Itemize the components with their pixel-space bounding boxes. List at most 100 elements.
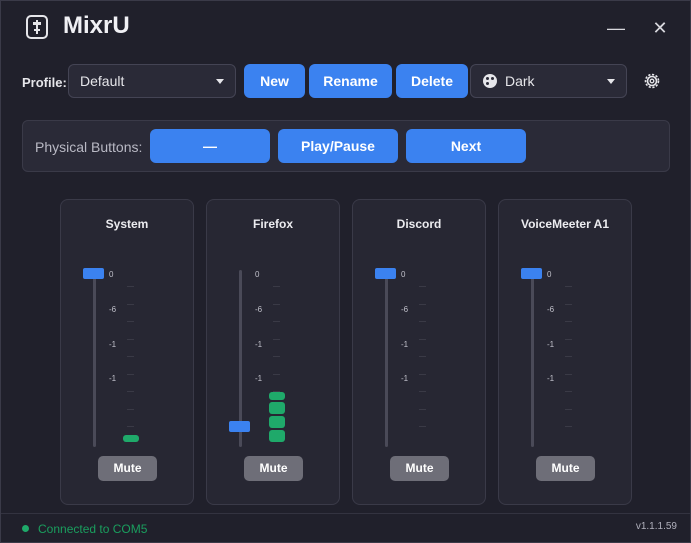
mute-button[interactable]: Mute	[390, 456, 449, 481]
scale-tick	[419, 338, 426, 340]
app-title: MixrU	[63, 12, 130, 39]
volume-slider-handle[interactable]	[83, 268, 104, 279]
profile-select[interactable]: Default	[68, 64, 236, 98]
gear-icon[interactable]	[642, 71, 662, 91]
scale-tick	[565, 391, 572, 392]
mute-button[interactable]: Mute	[536, 456, 595, 481]
scale-label: 0	[255, 270, 260, 279]
scale-tick	[565, 303, 572, 305]
scale-tick	[273, 373, 280, 375]
level-meter-segment	[123, 435, 139, 442]
scale-label: 0	[401, 270, 406, 279]
scale-label: -1	[255, 374, 263, 383]
scale-tick	[565, 426, 572, 427]
scale-tick	[127, 321, 134, 322]
slider-app-icon	[26, 15, 48, 39]
profile-label: Profile:	[22, 75, 67, 90]
scale-label: -1	[109, 374, 117, 383]
scale-tick	[419, 426, 426, 427]
scale-tick	[273, 338, 280, 340]
scale-tick	[565, 321, 572, 322]
scale-label: -1	[547, 374, 555, 383]
volume-slider-track[interactable]	[239, 270, 242, 447]
scale-tick	[565, 373, 572, 375]
scale-tick	[565, 408, 572, 410]
chevron-down-icon	[216, 79, 224, 84]
status-divider	[1, 513, 690, 514]
scale-tick	[127, 391, 134, 392]
title-bar: MixrU — ✕	[1, 1, 690, 53]
scale-tick	[565, 286, 572, 287]
level-meter-segment	[269, 416, 285, 428]
delete-profile-button[interactable]: Delete	[396, 64, 468, 98]
scale-tick	[273, 391, 280, 392]
scale-tick	[419, 408, 426, 410]
scale-tick	[419, 321, 426, 322]
scale-tick	[419, 373, 426, 375]
scale-tick	[419, 303, 426, 305]
scale-tick	[127, 408, 134, 410]
close-button[interactable]: ✕	[652, 18, 668, 38]
scale-tick	[273, 356, 280, 357]
channel-card: System 0 -6 -1 -1 Mute	[60, 199, 194, 505]
theme-select-value: Dark	[505, 73, 535, 89]
scale-tick	[565, 356, 572, 357]
mute-button[interactable]: Mute	[98, 456, 157, 481]
rename-profile-button[interactable]: Rename	[309, 64, 392, 98]
scale-tick	[127, 356, 134, 357]
volume-slider-handle[interactable]	[229, 420, 250, 432]
profile-select-value: Default	[80, 73, 125, 89]
scale-label: 0	[547, 270, 552, 279]
level-meter-segment	[269, 392, 285, 400]
volume-slider-handle[interactable]	[375, 268, 396, 279]
new-profile-button[interactable]: New	[244, 64, 305, 98]
channel-card: Firefox 0 -6 -1 -1 Mute	[206, 199, 340, 505]
channel-name: System	[105, 217, 149, 231]
scale-tick	[127, 303, 134, 305]
volume-slider-track[interactable]	[531, 270, 534, 447]
channel-name: Firefox	[252, 217, 293, 231]
scale-label: -1	[401, 340, 409, 349]
channel-card: VoiceMeeter A1 0 -6 -1 -1 Mute	[498, 199, 632, 505]
minimize-button[interactable]: —	[607, 18, 625, 38]
version-label: v1.1.1.59	[635, 521, 677, 532]
scale-tick	[419, 286, 426, 287]
scale-label: -6	[547, 305, 555, 314]
physical-button-play-pause[interactable]: Play/Pause	[278, 129, 398, 163]
channel-card: Discord 0 -6 -1 -1 Mute	[352, 199, 486, 505]
scale-label: -6	[255, 305, 263, 314]
volume-slider-handle[interactable]	[521, 268, 542, 279]
scale-tick	[273, 321, 280, 322]
volume-slider-track[interactable]	[385, 270, 388, 447]
physical-buttons-label: Physical Buttons:	[35, 139, 143, 155]
channel-name: VoiceMeeter A1	[520, 217, 610, 231]
theme-select[interactable]: Dark	[470, 64, 627, 98]
physical-button-next[interactable]: Next	[406, 129, 526, 163]
scale-tick	[419, 391, 426, 392]
scale-tick	[127, 426, 134, 427]
chevron-down-icon	[607, 79, 615, 84]
level-meter-segment	[269, 402, 285, 414]
scale-tick	[127, 286, 134, 287]
scale-tick	[273, 303, 280, 305]
connection-status: Connected to COM5	[38, 522, 148, 536]
channel-name: Discord	[396, 217, 442, 231]
scale-tick	[127, 373, 134, 375]
scale-tick	[273, 286, 280, 287]
scale-label: -1	[255, 340, 263, 349]
mute-button[interactable]: Mute	[244, 456, 303, 481]
scale-label: -6	[401, 305, 409, 314]
volume-slider-track[interactable]	[93, 270, 96, 447]
connection-status-icon	[22, 525, 29, 532]
scale-tick	[419, 356, 426, 357]
scale-label: -1	[109, 340, 117, 349]
physical-button-1[interactable]: —	[150, 129, 270, 163]
scale-label: -6	[109, 305, 117, 314]
physical-buttons-bar: Physical Buttons: — Play/Pause Next	[22, 120, 670, 172]
scale-label: -1	[401, 374, 409, 383]
scale-label: -1	[547, 340, 555, 349]
scale-label: 0	[109, 270, 114, 279]
level-meter-segment	[269, 430, 285, 442]
palette-icon	[483, 74, 497, 88]
